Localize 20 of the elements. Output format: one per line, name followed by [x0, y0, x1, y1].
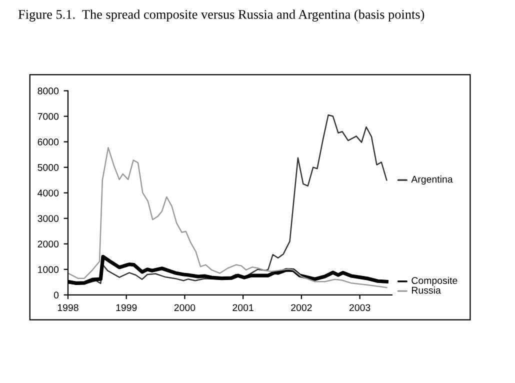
y-tick-label: 2000 [38, 240, 59, 248]
y-tick-label: 7000 [38, 113, 59, 120]
line-series [68, 147, 388, 288]
x-tick-label: 2000 [174, 304, 196, 312]
y-tick-label: 0 [54, 292, 59, 299]
x-tick-label: 1999 [116, 304, 137, 312]
y-tick-label: 4000 [38, 190, 59, 196]
y-tick-label: 8000 [38, 88, 59, 94]
x-tick-label: 2001 [232, 304, 254, 312]
legend-label: Composite [412, 276, 458, 286]
y-tick-label: 5000 [38, 164, 59, 171]
x-tick-label: 1998 [58, 304, 78, 312]
legend-label: Russia [412, 286, 441, 294]
legend-label: Argentina [411, 176, 453, 185]
x-tick-label: 2002 [291, 304, 312, 312]
chart-title: Figure 5.1. The spread composite versus Russia and Argentina (basis points) [18, 10, 424, 22]
y-tick-label: 3000 [38, 215, 59, 222]
x-tick-label: 2003 [349, 304, 370, 312]
y-tick-label: 6000 [38, 138, 59, 146]
y-tick-label: 1000 [38, 266, 59, 274]
